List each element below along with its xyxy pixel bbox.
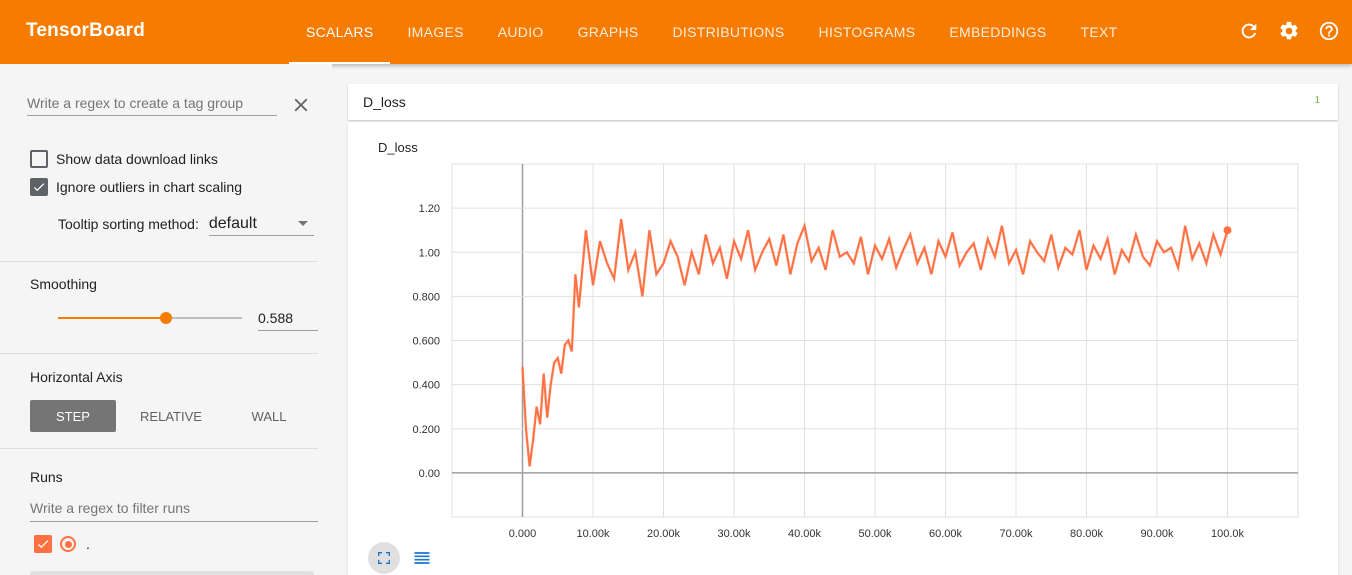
- smoothing-value-input[interactable]: 0.588: [258, 307, 318, 331]
- axis-wall-button[interactable]: WALL: [251, 408, 287, 424]
- check-icon: [33, 183, 45, 192]
- tag-group-regex-input[interactable]: Write a regex to create a tag group: [27, 92, 277, 116]
- chart-card: 0.000 10.00k 20.00k 30.00k 40.00k 50.00k 60.00…: [348, 122, 1338, 575]
- top-app-bar: TensorBoard SCALARS IMAGES AUDIO GRAPHS …: [0, 0, 1352, 64]
- y-tick-label: 0.00: [419, 468, 440, 480]
- chevron-down-icon: [297, 221, 308, 226]
- runs-title: Runs: [30, 469, 63, 485]
- tooltip-sorting-select[interactable]: default: [208, 212, 314, 236]
- close-icon[interactable]: [290, 94, 312, 116]
- horizontal-axis-section: Horizontal Axis: [0, 354, 318, 449]
- smoothing-slider-fill: [58, 317, 167, 319]
- refresh-icon[interactable]: [1236, 18, 1262, 44]
- axis-step-button[interactable]: STEP: [30, 400, 116, 432]
- sidebar-scrollbar[interactable]: [30, 571, 314, 575]
- x-tick-label: 40.00k: [788, 528, 822, 540]
- run-name: .: [86, 536, 90, 552]
- tab-distributions[interactable]: DISTRIBUTIONS: [672, 24, 785, 40]
- x-tick-label: 30.00k: [717, 528, 751, 540]
- axis-relative-button[interactable]: RELATIVE: [140, 408, 202, 424]
- x-tick-label: 100.0k: [1211, 528, 1245, 540]
- smoothing-title: Smoothing: [30, 276, 97, 292]
- category-header[interactable]: D_loss 1: [348, 84, 1338, 120]
- tooltip-sorting-value: default: [208, 214, 257, 232]
- tab-text[interactable]: TEXT: [1080, 24, 1118, 40]
- x-tick-label: 60.00k: [929, 528, 963, 540]
- y-tick-label: 0.200: [412, 424, 440, 436]
- ignore-outliers-checkbox[interactable]: [30, 178, 48, 196]
- ignore-outliers-row[interactable]: Ignore outliers in chart scaling: [30, 178, 242, 196]
- tab-scalars[interactable]: SCALARS: [289, 0, 391, 64]
- series-end-point: [1223, 226, 1232, 235]
- y-tick-label: 1.20: [419, 203, 440, 215]
- y-tick-label: 0.600: [412, 336, 440, 348]
- run-radio[interactable]: [60, 536, 76, 552]
- show-download-links-checkbox[interactable]: [30, 150, 48, 168]
- main-content: D_loss 1 0.000 10.00k 20.00k 30.00k 40.00k 50…: [348, 84, 1352, 575]
- list-icon[interactable]: [406, 542, 438, 574]
- smoothing-section: Smoothing: [0, 262, 318, 354]
- y-tick-label: 0.400: [412, 380, 440, 392]
- ignore-outliers-label: Ignore outliers in chart scaling: [56, 179, 242, 195]
- horizontal-axis-buttons: STEP RELATIVE WALL: [30, 400, 324, 432]
- x-tick-label: 70.00k: [999, 528, 1033, 540]
- fullscreen-icon[interactable]: [368, 542, 400, 574]
- y-tick-label: 0.800: [412, 291, 440, 303]
- smoothing-slider-knob[interactable]: [160, 312, 173, 324]
- x-tick-label: 10.00k: [576, 528, 610, 540]
- smoothing-slider[interactable]: [58, 312, 242, 324]
- tab-images[interactable]: IMAGES: [407, 24, 464, 40]
- run-row[interactable]: .: [34, 535, 90, 553]
- horizontal-axis-title: Horizontal Axis: [30, 369, 123, 385]
- tooltip-sorting-label: Tooltip sorting method:: [58, 216, 199, 232]
- x-tick-label: 80.00k: [1070, 528, 1104, 540]
- category-count: 1: [1314, 95, 1320, 106]
- show-download-links-row[interactable]: Show data download links: [30, 150, 218, 168]
- tab-histograms[interactable]: HISTOGRAMS: [818, 24, 916, 40]
- y-tick-label: 1.00: [419, 247, 440, 259]
- chart-buttons: [368, 542, 438, 574]
- app-title: TensorBoard: [26, 20, 146, 41]
- settings-icon[interactable]: [1276, 18, 1302, 44]
- tab-embeddings[interactable]: EMBEDDINGS: [949, 24, 1047, 40]
- help-icon[interactable]: [1316, 18, 1342, 44]
- x-tick-label: 0.000: [509, 528, 537, 540]
- runs-filter-input[interactable]: Write a regex to filter runs: [30, 500, 318, 522]
- chart-title: D_loss: [378, 140, 418, 155]
- run-checkbox[interactable]: [34, 535, 52, 553]
- category-name: D_loss: [363, 94, 406, 110]
- check-icon: [37, 540, 49, 549]
- radio-dot: [64, 540, 72, 548]
- sidebar: Write a regex to create a tag group Show…: [0, 64, 332, 575]
- tooltip-sorting-row: Tooltip sorting method: default: [58, 212, 314, 236]
- line-chart[interactable]: 0.000 10.00k 20.00k 30.00k 40.00k 50.00k 60.00…: [348, 122, 1338, 542]
- dashboard-tabs: SCALARS IMAGES AUDIO GRAPHS DISTRIBUTION…: [289, 0, 1135, 64]
- tab-graphs[interactable]: GRAPHS: [577, 24, 639, 40]
- x-tick-label: 50.00k: [858, 528, 892, 540]
- show-download-links-label: Show data download links: [56, 151, 218, 167]
- x-tick-label: 90.00k: [1140, 528, 1174, 540]
- tab-audio[interactable]: AUDIO: [497, 24, 544, 40]
- smoothed-series-line: [521, 219, 1229, 467]
- sidebar-options-section: Write a regex to create a tag group Show…: [0, 64, 318, 262]
- x-tick-label: 20.00k: [647, 528, 681, 540]
